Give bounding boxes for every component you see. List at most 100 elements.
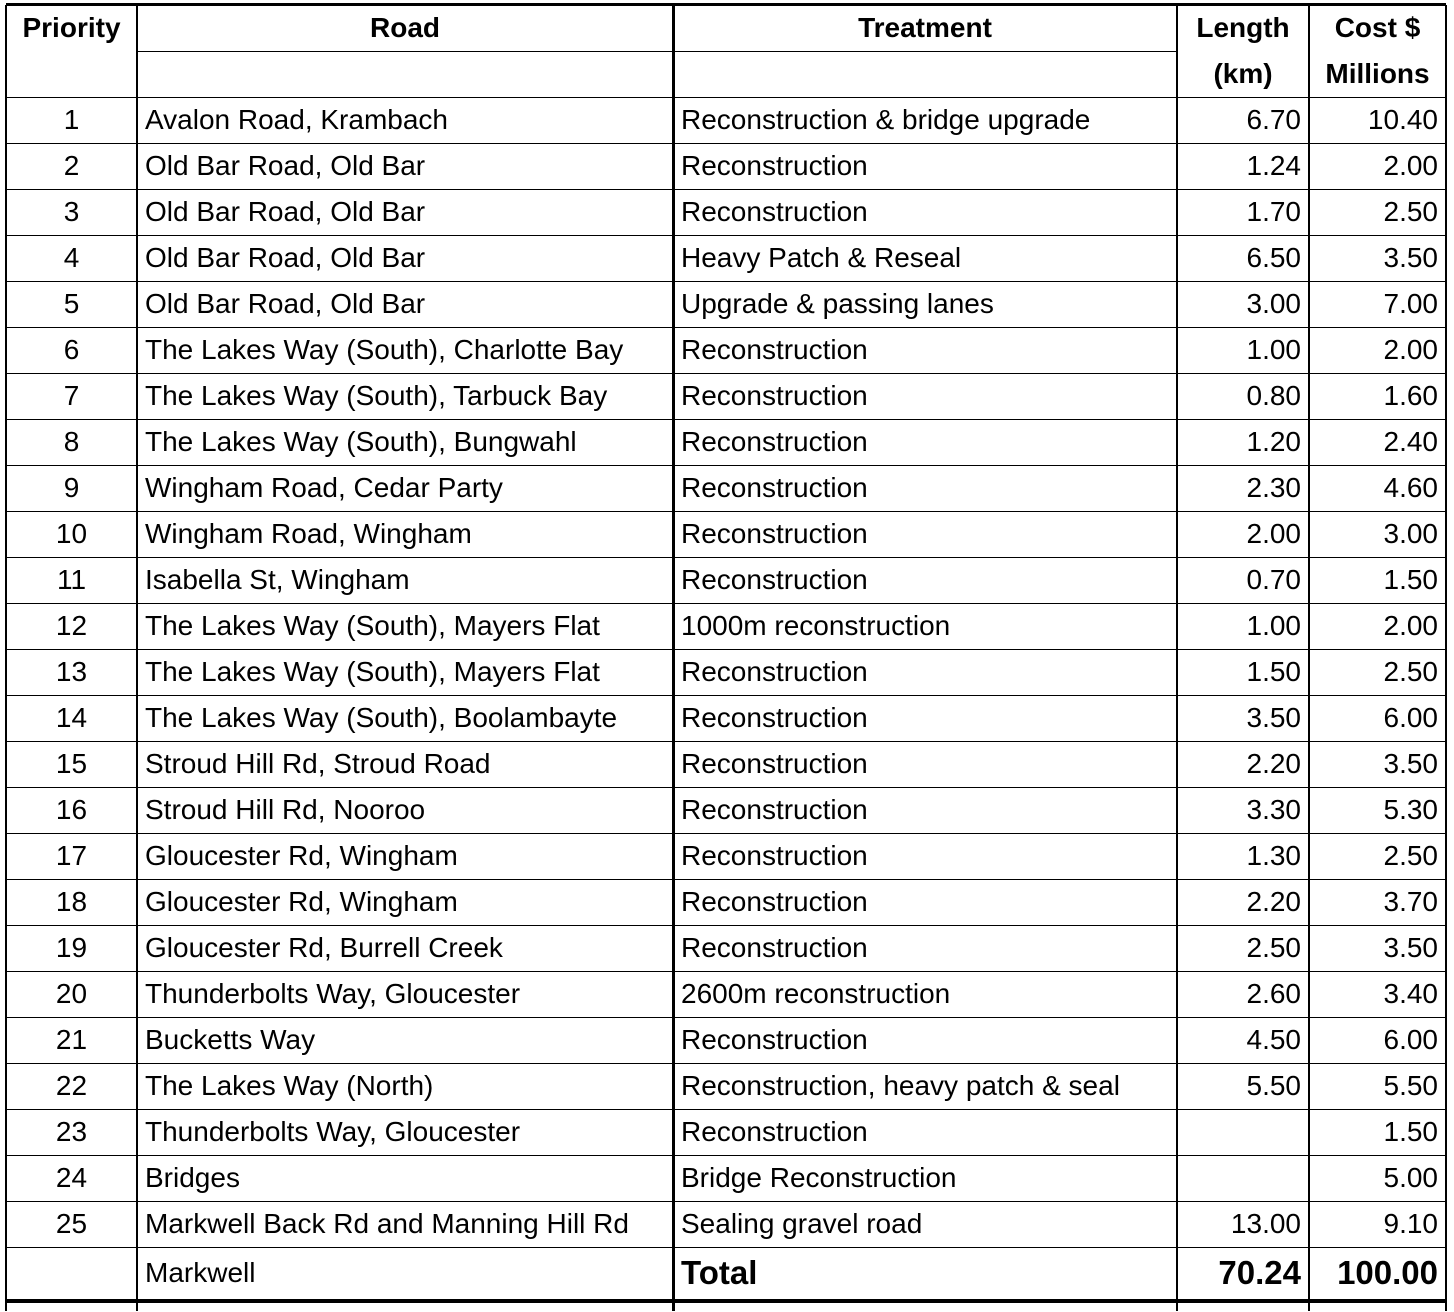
table-cell: 11: [56, 564, 87, 595]
table-cell: 2600m reconstruction: [681, 978, 951, 1009]
border-line: [6, 1299, 1446, 1303]
table-cell: 5: [63, 288, 80, 319]
table-cell: 25: [55, 1208, 88, 1239]
table-cell: 2.00: [1383, 334, 1439, 365]
table-cell: 1.60: [1383, 380, 1439, 411]
table-cell: Reconstruction: [681, 656, 868, 687]
table-cell: Reconstruction: [681, 196, 868, 227]
table-cell: 2.40: [1383, 426, 1439, 457]
table-cell: 1.50: [1246, 656, 1302, 687]
table-cell: Old Bar Road, Old Bar: [145, 288, 426, 319]
table-cell: Reconstruction: [681, 1116, 868, 1147]
table-cell: 5.50: [1246, 1070, 1302, 1101]
table-cell: Reconstruction, heavy patch & seal: [681, 1070, 1120, 1101]
border-line: [1445, 5, 1447, 1311]
table-cell: 14: [55, 702, 88, 733]
table-cell: Markwell: [145, 1257, 256, 1288]
table-cell: Old Bar Road, Old Bar: [145, 242, 426, 273]
table-cell: Reconstruction: [681, 748, 868, 779]
border-line: [6, 327, 1446, 328]
border-line: [6, 741, 1446, 742]
border-line: [6, 1247, 1446, 1248]
table-cell: 5.50: [1383, 1070, 1439, 1101]
table-cell: Thunderbolts Way, Gloucester: [145, 1116, 521, 1147]
border-line: [6, 1109, 1446, 1110]
table-cell: 2.00: [1383, 150, 1439, 181]
table-cell: 1.30: [1246, 840, 1302, 871]
table-cell: 2.20: [1246, 748, 1302, 779]
table-cell: 12: [55, 610, 88, 641]
table-cell: 1: [63, 104, 80, 135]
table-cell: 24: [55, 1162, 88, 1193]
table-cell: 3.50: [1383, 748, 1439, 779]
table-cell: 13: [55, 656, 88, 687]
table-cell: Reconstruction: [681, 1024, 868, 1055]
table-cell: (km): [1213, 58, 1273, 89]
table-cell: Markwell Back Rd and Manning Hill Rd: [145, 1208, 629, 1239]
table-cell: 70.24: [1218, 1254, 1301, 1291]
table-cell: 15: [55, 748, 88, 779]
border-line: [6, 833, 1446, 834]
border-line: [6, 695, 1446, 696]
table-cell: Thunderbolts Way, Gloucester: [145, 978, 521, 1009]
table-cell: 1.00: [1246, 610, 1302, 641]
table-cell: The Lakes Way (North): [145, 1070, 434, 1101]
border-line: [6, 373, 1446, 374]
border-line: [6, 787, 1446, 788]
table-cell: 4: [63, 242, 80, 273]
table-cell: 3.30: [1246, 794, 1302, 825]
border-line: [6, 557, 1446, 558]
border-line: [5, 5, 7, 1311]
border-line: [6, 511, 1446, 512]
table-cell: The Lakes Way (South), Mayers Flat: [145, 610, 600, 641]
table-cell: 6: [63, 334, 80, 365]
table-cell: Reconstruction: [681, 702, 868, 733]
border-line: [6, 465, 1446, 466]
table-cell: Avalon Road, Krambach: [145, 104, 448, 135]
table-cell: Reconstruction: [681, 932, 868, 963]
table-cell: 4.50: [1246, 1024, 1302, 1055]
table-cell: 2.00: [1383, 610, 1439, 641]
table-cell: 1000m reconstruction: [681, 610, 951, 641]
table-cell: 3.50: [1383, 242, 1439, 273]
table-cell: 5.30: [1383, 794, 1439, 825]
table-cell: Stroud Hill Rd, Nooroo: [145, 794, 426, 825]
table-cell: Length: [1196, 12, 1290, 43]
table-cell: 17: [55, 840, 88, 871]
table-cell: 20: [55, 978, 88, 1009]
table-cell: Reconstruction: [681, 426, 868, 457]
table-cell: 1.00: [1246, 334, 1302, 365]
table-cell: 0.70: [1246, 564, 1302, 595]
table-cell: The Lakes Way (South), Boolambayte: [145, 702, 618, 733]
table-cell: Reconstruction & bridge upgrade: [681, 104, 1091, 135]
table-cell: Wingham Road, Cedar Party: [145, 472, 503, 503]
table-cell: 2.60: [1246, 978, 1302, 1009]
table-cell: 6.50: [1246, 242, 1302, 273]
table-cell: 7: [63, 380, 80, 411]
table-cell: 2.50: [1246, 932, 1302, 963]
table-cell: Reconstruction: [681, 886, 868, 917]
table-cell: 3.00: [1383, 518, 1439, 549]
table-cell: Reconstruction: [681, 518, 868, 549]
table-cell: Reconstruction: [681, 380, 868, 411]
table-cell: 2.00: [1246, 518, 1302, 549]
table-cell: Bucketts Way: [145, 1024, 316, 1055]
table-cell: Old Bar Road, Old Bar: [145, 150, 426, 181]
table-cell: 1.70: [1246, 196, 1302, 227]
table-cell: 21: [55, 1024, 88, 1055]
table-cell: Total: [681, 1254, 758, 1291]
table-cell: Isabella St, Wingham: [145, 564, 410, 595]
table-cell: 3: [63, 196, 80, 227]
border-line: [136, 5, 138, 1311]
border-line: [6, 3, 1446, 6]
table-cell: Priority: [22, 12, 121, 43]
border-line: [1308, 5, 1310, 1311]
table-cell: 10.40: [1367, 104, 1438, 135]
table-cell: 1.20: [1246, 426, 1302, 457]
table-cell: 3.50: [1246, 702, 1302, 733]
border-line: [1176, 5, 1178, 1311]
table-cell: 18: [55, 886, 88, 917]
border-line: [6, 1017, 1446, 1018]
table-cell: 6.00: [1383, 702, 1439, 733]
